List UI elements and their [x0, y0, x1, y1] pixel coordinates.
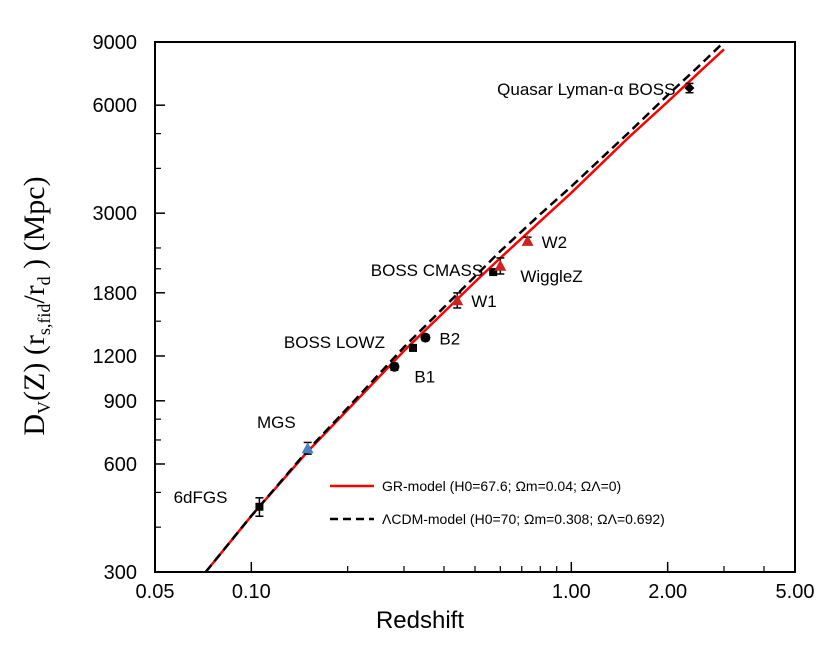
data-point-b1: [389, 361, 400, 372]
x-tick-label-4: 5.00: [776, 581, 815, 603]
point-label-mgs: MGS: [257, 413, 296, 432]
data-point-b2: [420, 332, 431, 343]
y-tick-label-0: 300: [104, 562, 137, 584]
point-label-w1: W1: [471, 292, 497, 311]
y-tick-label-6: 6000: [93, 95, 138, 117]
x-tick-label-2: 1.00: [552, 581, 591, 603]
data-point-quasar-lyman-boss: [684, 82, 695, 93]
data-point-boss-lowz: [408, 343, 417, 352]
y-axis-label: DV(Z) (rs,fid/rd ) (Mpc): [18, 176, 54, 435]
data-points: [255, 82, 695, 518]
point-label-6dfgs: 6dFGS: [174, 488, 228, 507]
data-point-w1: [451, 294, 464, 306]
data-point-boss-cmass: [489, 268, 498, 277]
point-label-b1: B1: [414, 368, 435, 387]
y-label-sub-v: V: [34, 401, 54, 414]
x-axis-ticks: [154, 562, 796, 572]
y-tick-label-4: 1800: [93, 283, 138, 305]
x-tick-label-0: 0.05: [136, 581, 175, 603]
legend-entry-gr: GR-model (H0=67.6; Ωm=0.04; ΩΛ=0): [382, 478, 621, 494]
y-label-main: D: [18, 414, 51, 436]
series-line-lcdm: [204, 41, 725, 573]
point-label-w2: W2: [542, 233, 568, 252]
data-point-mgs: [301, 442, 314, 454]
x-axis-label: Redshift: [376, 607, 464, 634]
y-label-sub-sfid: s,fid: [34, 304, 54, 336]
y-tick-label-3: 1200: [93, 346, 138, 368]
y-axis-tick-labels: 300 600 900 1200 1800 3000 6000 9000: [93, 32, 138, 584]
point-label-quasar-lyman-boss: Quasar Lyman-α BOSS: [497, 80, 675, 99]
y-tick-label-5: 3000: [93, 203, 138, 225]
y-tick-label-1: 600: [104, 454, 137, 476]
point-label-boss-lowz: BOSS LOWZ: [284, 333, 385, 352]
data-point-wigglez: [494, 259, 507, 271]
y-tick-label-7: 9000: [93, 32, 138, 54]
y-label-part1: (Z) (r: [18, 335, 51, 401]
legend: GR-model (H0=67.6; Ωm=0.04; ΩΛ=0) ΛCDM-m…: [330, 478, 665, 527]
x-tick-label-1: 0.10: [232, 581, 271, 603]
series-lines: [204, 41, 725, 573]
data-point-w2: [521, 234, 534, 246]
y-label-part2: /r: [18, 285, 51, 303]
point-label-boss-cmass: BOSS CMASS: [371, 261, 483, 280]
legend-entry-lcdm: ΛCDM-model (H0=70; Ωm=0.308; ΩΛ=0.692): [382, 511, 665, 527]
series-line-gr: [204, 48, 725, 573]
x-tick-label-3: 2.00: [648, 581, 687, 603]
point-labels: 6dFGS MGS B1 BOSS LOWZ B2 W1 BOSS CMASS WiggleZ…: [174, 80, 676, 507]
y-tick-label-2: 900: [104, 391, 137, 413]
point-label-b2: B2: [439, 330, 460, 349]
point-label-wigglez: WiggleZ: [520, 267, 582, 286]
y-label-part3: ) (Mpc): [18, 176, 51, 276]
y-axis-ticks: [155, 41, 165, 573]
data-point-6dfgs: [255, 502, 264, 511]
y-label-sub-d: d: [34, 276, 54, 285]
x-axis-tick-labels: 0.05 0.10 1.00 2.00 5.00: [136, 581, 815, 603]
